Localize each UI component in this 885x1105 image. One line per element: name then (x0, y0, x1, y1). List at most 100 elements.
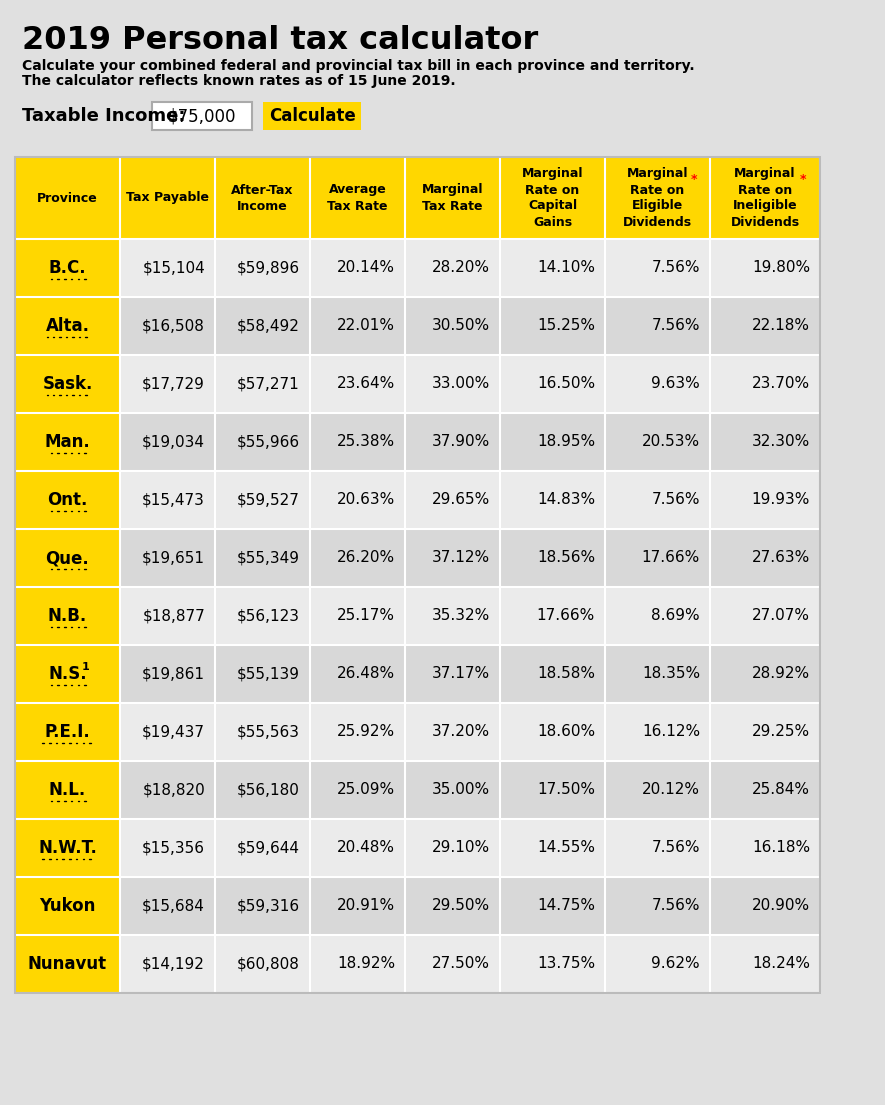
Bar (15, 297, 120, 355)
Text: 7.56%: 7.56% (651, 493, 700, 507)
Text: N.L.: N.L. (49, 781, 86, 799)
Text: $59,896: $59,896 (237, 261, 300, 275)
Text: Sask.: Sask. (42, 375, 93, 393)
Text: 18.24%: 18.24% (752, 957, 810, 971)
Bar (15, 157, 820, 239)
Text: 7.56%: 7.56% (651, 841, 700, 855)
Text: $16,508: $16,508 (142, 318, 205, 334)
Text: $15,684: $15,684 (142, 898, 205, 914)
Text: Ont.: Ont. (47, 491, 88, 509)
Text: $18,877: $18,877 (142, 609, 205, 623)
Text: $55,966: $55,966 (237, 434, 300, 450)
Text: 25.17%: 25.17% (337, 609, 395, 623)
Text: $59,316: $59,316 (237, 898, 300, 914)
Text: 27.50%: 27.50% (432, 957, 490, 971)
Text: 25.84%: 25.84% (752, 782, 810, 798)
Text: $19,437: $19,437 (142, 725, 205, 739)
Text: *: * (691, 173, 697, 187)
Text: 14.55%: 14.55% (537, 841, 595, 855)
Text: 27.63%: 27.63% (751, 550, 810, 566)
Text: 15.25%: 15.25% (537, 318, 595, 334)
Text: $57,271: $57,271 (237, 377, 300, 391)
Text: $17,729: $17,729 (142, 377, 205, 391)
Text: 23.64%: 23.64% (337, 377, 395, 391)
Text: 29.50%: 29.50% (432, 898, 490, 914)
Text: 17.66%: 17.66% (536, 609, 595, 623)
Bar (15, 355, 120, 413)
Text: 18.58%: 18.58% (537, 666, 595, 682)
Text: 16.50%: 16.50% (537, 377, 595, 391)
Text: 32.30%: 32.30% (751, 434, 810, 450)
Text: 26.20%: 26.20% (337, 550, 395, 566)
Bar (15, 703, 120, 761)
Text: 23.70%: 23.70% (752, 377, 810, 391)
Text: 25.09%: 25.09% (337, 782, 395, 798)
Text: The calculator reflects known rates as of 15 June 2019.: The calculator reflects known rates as o… (22, 74, 456, 88)
Text: 14.10%: 14.10% (537, 261, 595, 275)
Bar (120, 819, 820, 877)
Text: 9.62%: 9.62% (651, 957, 700, 971)
Text: 19.93%: 19.93% (751, 493, 810, 507)
Bar (15, 761, 120, 819)
Bar (120, 587, 820, 645)
Text: 25.38%: 25.38% (337, 434, 395, 450)
Text: 7.56%: 7.56% (651, 898, 700, 914)
Text: After-Tax
Income: After-Tax Income (231, 183, 294, 212)
Text: Yukon: Yukon (39, 897, 96, 915)
Text: Alta.: Alta. (45, 317, 89, 335)
Text: 8.69%: 8.69% (651, 609, 700, 623)
Text: 20.48%: 20.48% (337, 841, 395, 855)
Text: 37.90%: 37.90% (432, 434, 490, 450)
Bar (120, 935, 820, 993)
Bar (120, 355, 820, 413)
Bar (152, 102, 252, 130)
Text: 20.53%: 20.53% (642, 434, 700, 450)
Text: 18.92%: 18.92% (337, 957, 395, 971)
Bar (15, 877, 120, 935)
Text: Nunavut: Nunavut (28, 955, 107, 974)
Bar (15, 239, 120, 297)
Text: 7.56%: 7.56% (651, 318, 700, 334)
Bar (15, 413, 120, 471)
Text: Calculate: Calculate (269, 107, 356, 125)
Bar (120, 529, 820, 587)
Text: 20.14%: 20.14% (337, 261, 395, 275)
Text: $55,139: $55,139 (237, 666, 300, 682)
Text: Marginal
Rate on
Capital
Gains: Marginal Rate on Capital Gains (522, 168, 583, 229)
Bar (120, 877, 820, 935)
Text: 18.56%: 18.56% (537, 550, 595, 566)
Text: 37.20%: 37.20% (432, 725, 490, 739)
Text: $55,563: $55,563 (237, 725, 300, 739)
Text: Tax Payable: Tax Payable (126, 191, 209, 204)
Bar (15, 645, 120, 703)
Text: 29.25%: 29.25% (752, 725, 810, 739)
Text: 16.12%: 16.12% (642, 725, 700, 739)
Text: Marginal
Rate on
Eligible
Dividends: Marginal Rate on Eligible Dividends (623, 168, 692, 229)
Text: Province: Province (37, 191, 98, 204)
Text: $56,180: $56,180 (237, 782, 300, 798)
Text: $19,861: $19,861 (142, 666, 205, 682)
Text: Taxable Income:: Taxable Income: (22, 107, 186, 125)
Text: 37.12%: 37.12% (432, 550, 490, 566)
Text: 2019 Personal tax calculator: 2019 Personal tax calculator (22, 25, 538, 56)
Text: Man.: Man. (44, 433, 90, 451)
Text: Calculate your combined federal and provincial tax bill in each province and ter: Calculate your combined federal and prov… (22, 59, 695, 73)
Text: 20.12%: 20.12% (642, 782, 700, 798)
Text: 16.18%: 16.18% (752, 841, 810, 855)
Text: N.S.: N.S. (48, 665, 87, 683)
Text: 20.90%: 20.90% (752, 898, 810, 914)
Text: $15,356: $15,356 (142, 841, 205, 855)
Text: Que.: Que. (46, 549, 89, 567)
Text: $55,349: $55,349 (237, 550, 300, 566)
Text: 37.17%: 37.17% (432, 666, 490, 682)
Text: 18.60%: 18.60% (537, 725, 595, 739)
Text: 1: 1 (81, 662, 89, 672)
Text: 26.48%: 26.48% (337, 666, 395, 682)
Text: Marginal
Rate on
Ineligible
Dividends: Marginal Rate on Ineligible Dividends (730, 168, 799, 229)
Bar (15, 935, 120, 993)
Text: 35.32%: 35.32% (432, 609, 490, 623)
Text: 19.80%: 19.80% (752, 261, 810, 275)
Text: *: * (800, 173, 807, 187)
Text: $75,000: $75,000 (168, 107, 236, 125)
Text: N.W.T.: N.W.T. (38, 839, 97, 857)
